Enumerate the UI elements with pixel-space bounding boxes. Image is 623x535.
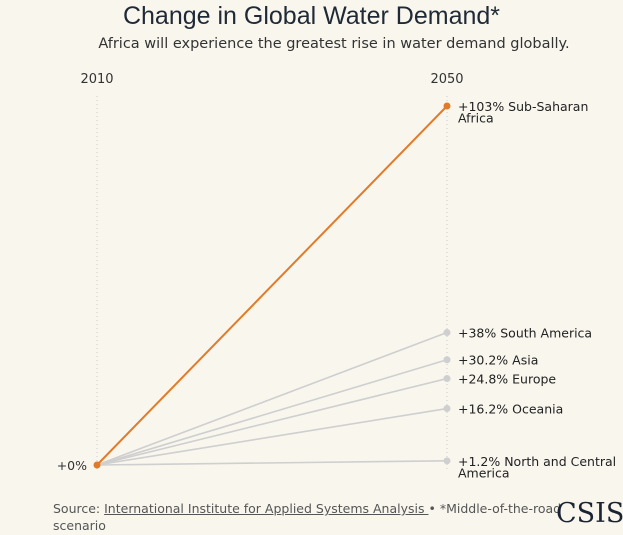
year-label-2010: 2010 <box>80 72 113 87</box>
csis-logo: CSIS <box>556 498 623 529</box>
data-label-oceania: +16.2% Oceania <box>458 402 563 417</box>
year-label-2050: 2050 <box>430 72 463 87</box>
chart-title: Change in Global Water Demand* <box>122 2 501 30</box>
source-footer: Source: International Institute for Appl… <box>53 500 563 534</box>
end-point-south-america <box>443 329 451 337</box>
end-point-asia <box>443 356 451 364</box>
data-label-south-america: +38% South America <box>458 326 592 341</box>
data-label-sub-saharan-africa-line2: Africa <box>458 111 494 126</box>
footnote: • *Middle-of-the-road scenario <box>53 501 562 533</box>
series-line-sub-saharan-africa <box>96 105 448 466</box>
series-line-oceania <box>96 407 448 466</box>
data-label-asia: +30.2% Asia <box>458 353 538 368</box>
data-label-europe: +24.8% Europe <box>458 372 556 387</box>
start-value-label: +0% <box>57 458 87 473</box>
series-line-europe <box>96 377 448 466</box>
series-line-north-and-central-america <box>96 460 448 466</box>
end-point-north-and-central-america <box>443 457 451 465</box>
end-point-oceania <box>443 405 451 413</box>
end-point-europe <box>443 375 451 383</box>
data-label-north-and-central-america: +1.2% North and Central <box>458 454 616 469</box>
source-prefix: Source: <box>53 501 105 516</box>
series-line-asia <box>96 358 448 466</box>
end-point-sub-saharan-africa <box>443 102 451 110</box>
data-label-north-and-central-america-line2: America <box>458 465 510 480</box>
start-point <box>93 461 101 469</box>
source-link[interactable]: International Institute for Applied Syst… <box>104 501 429 516</box>
chart-subtitle: Africa will experience the greatest rise… <box>98 36 570 52</box>
data-label-sub-saharan-africa: +103% Sub-Saharan <box>458 99 588 114</box>
series-line-south-america <box>96 331 448 466</box>
